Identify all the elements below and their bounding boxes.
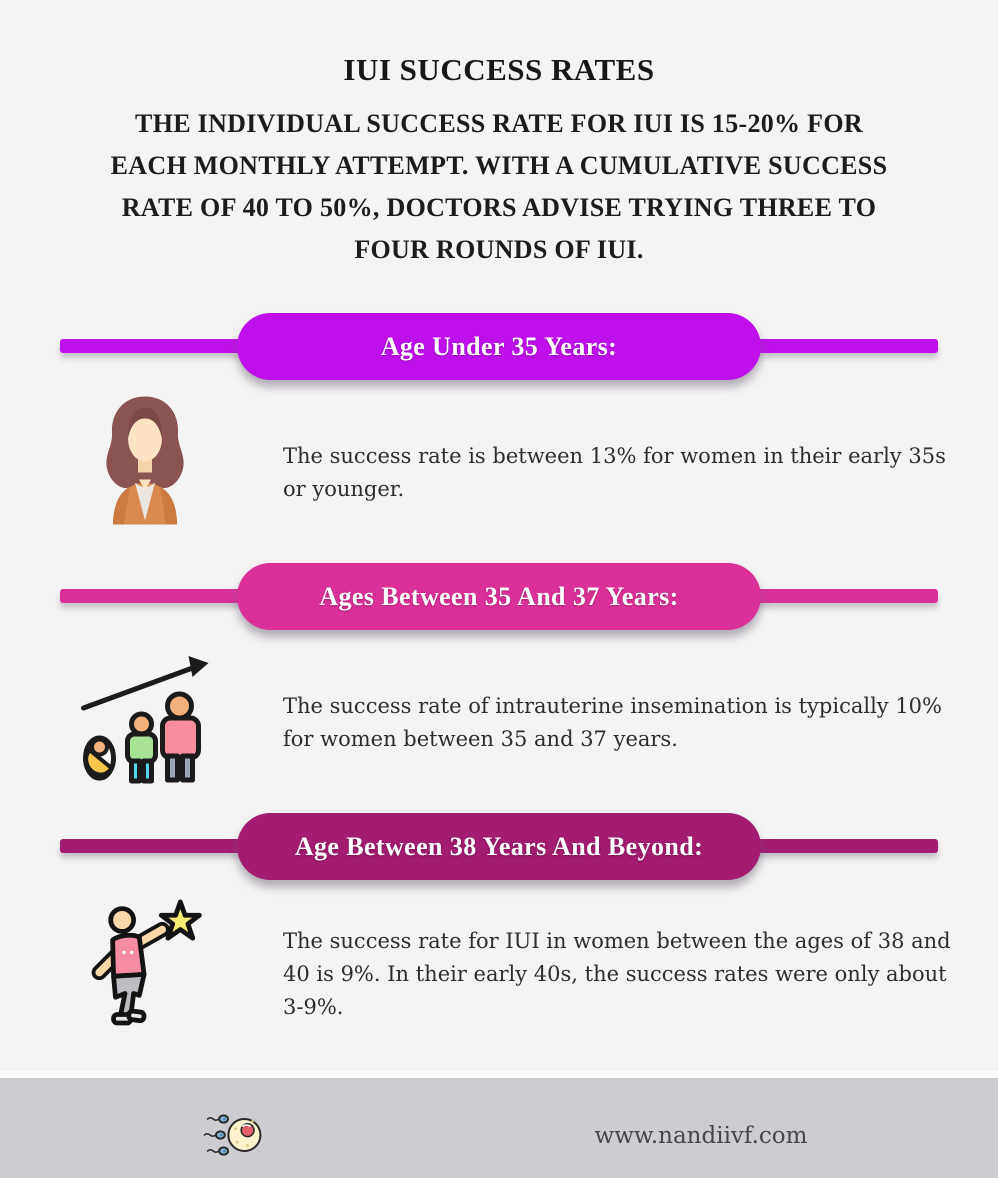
sperm-egg-fertilization-icon [202,1108,266,1162]
section-3-body: The success rate for IUI in women betwee… [283,929,951,1019]
growth-people-icon [76,642,214,784]
section-2-banner: Ages Between 35 And 37 Years: [0,563,998,630]
section-2-body: The success rate of intrauterine insemin… [283,694,942,751]
section-1-heading: Age Under 35 Years: [380,331,618,361]
banner-pill: Ages Between 35 And 37 Years: [237,563,761,630]
person-reaching-star-icon [84,892,208,1032]
woman-avatar-icon [95,392,195,525]
website-url: www.nandiivf.com [594,1123,808,1149]
section-3-banner: Age Between 38 Years And Beyond: [0,813,998,880]
footer-divider [0,1071,998,1078]
page-title: IUI SUCCESS RATES [343,52,655,87]
banner-pill: Age Under 35 Years: [237,313,761,380]
section-1-body: The success rate is between 13% for wome… [283,444,946,501]
section-2-heading: Ages Between 35 And 37 Years: [319,581,679,611]
intro-text: THE INDIVIDUAL SUCCESS RATE FOR IUI IS 1… [110,109,888,264]
banner-pill: Age Between 38 Years And Beyond: [237,813,761,880]
section-1-banner: Age Under 35 Years: [0,313,998,380]
footer: www.nandiivf.com [0,1078,998,1178]
section-3-heading: Age Between 38 Years And Beyond: [294,831,704,861]
